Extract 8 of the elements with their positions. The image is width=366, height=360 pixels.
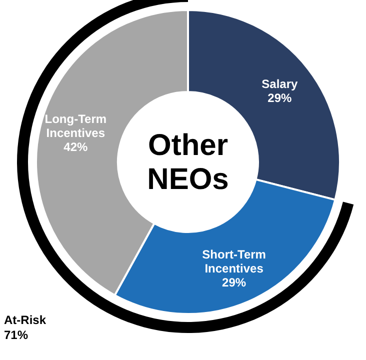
- data-label: 29%: [222, 275, 246, 290]
- text: At-Risk 71%: [4, 313, 46, 342]
- slice-label: Salary: [262, 76, 298, 91]
- text: Other NEOs: [147, 129, 229, 196]
- data-label: 29%: [268, 90, 292, 105]
- data-label: 42%: [64, 140, 88, 154]
- slice-label: Short-Term Incentives: [202, 247, 266, 276]
- slice-label: Long-Term Incentives: [44, 112, 107, 140]
